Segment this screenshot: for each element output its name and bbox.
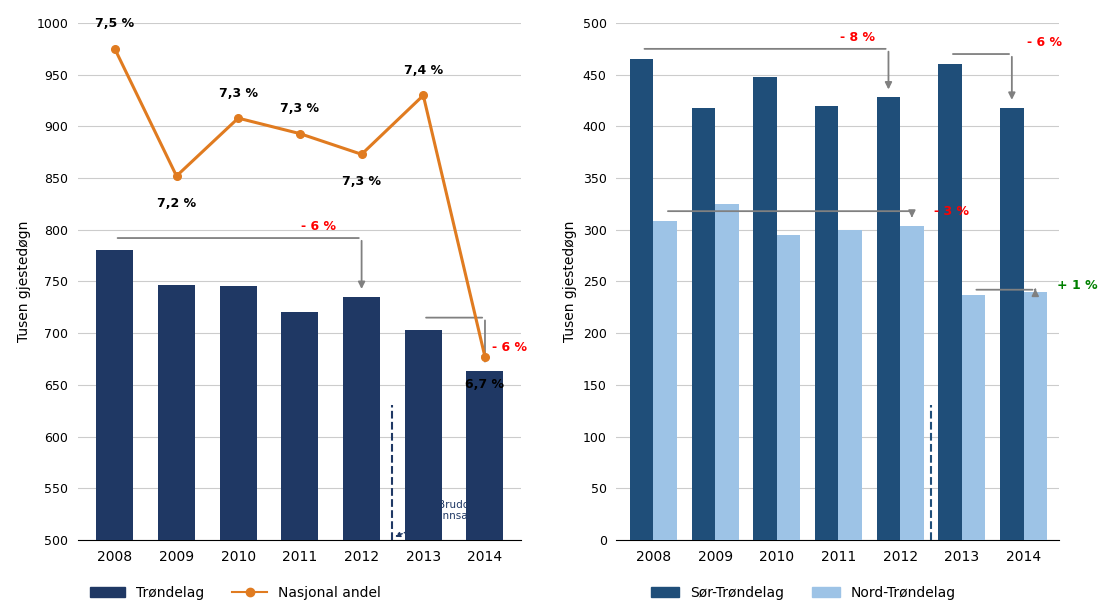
Bar xyxy=(939,65,962,540)
Bar xyxy=(715,204,738,540)
Bar xyxy=(96,251,134,616)
Bar xyxy=(653,222,677,540)
Text: - 6 %: - 6 % xyxy=(1027,36,1061,49)
Bar xyxy=(466,371,504,616)
Bar xyxy=(220,286,256,616)
Text: - 8 %: - 8 % xyxy=(840,31,874,44)
Text: 7,3 %: 7,3 % xyxy=(342,175,381,188)
Bar xyxy=(281,312,319,616)
Text: Brudd i
datainnsamling: Brudd i datainnsamling xyxy=(397,500,497,537)
Bar xyxy=(405,330,442,616)
Bar xyxy=(343,297,380,616)
Text: 7,4 %: 7,4 % xyxy=(404,64,443,77)
Text: 6,7 %: 6,7 % xyxy=(465,378,504,391)
Text: 7,5 %: 7,5 % xyxy=(95,17,135,30)
Bar xyxy=(754,77,777,540)
Legend: Trøndelag, Nasjonal andel: Trøndelag, Nasjonal andel xyxy=(85,580,387,606)
Y-axis label: Tusen gjestedøgn: Tusen gjestedøgn xyxy=(17,221,31,342)
Bar xyxy=(1000,108,1024,540)
Text: - 3 %: - 3 % xyxy=(934,205,969,218)
Bar xyxy=(838,230,862,540)
Text: + 1 %: + 1 % xyxy=(1057,278,1098,292)
Text: 7,3 %: 7,3 % xyxy=(280,102,319,115)
Text: 7,3 %: 7,3 % xyxy=(219,86,258,100)
Bar xyxy=(815,106,838,540)
Text: - 6 %: - 6 % xyxy=(301,220,336,233)
Bar xyxy=(962,295,986,540)
Bar xyxy=(691,108,715,540)
Bar xyxy=(876,97,900,540)
Legend: Sør-Trøndelag, Nord-Trøndelag: Sør-Trøndelag, Nord-Trøndelag xyxy=(646,580,961,606)
Bar xyxy=(158,285,195,616)
Bar xyxy=(900,225,923,540)
Bar xyxy=(1024,292,1047,540)
Text: 7,2 %: 7,2 % xyxy=(157,197,196,209)
Bar xyxy=(777,235,801,540)
Bar xyxy=(630,59,653,540)
Y-axis label: Tusen gjestedøgn: Tusen gjestedøgn xyxy=(563,221,578,342)
Text: - 6 %: - 6 % xyxy=(492,341,527,354)
